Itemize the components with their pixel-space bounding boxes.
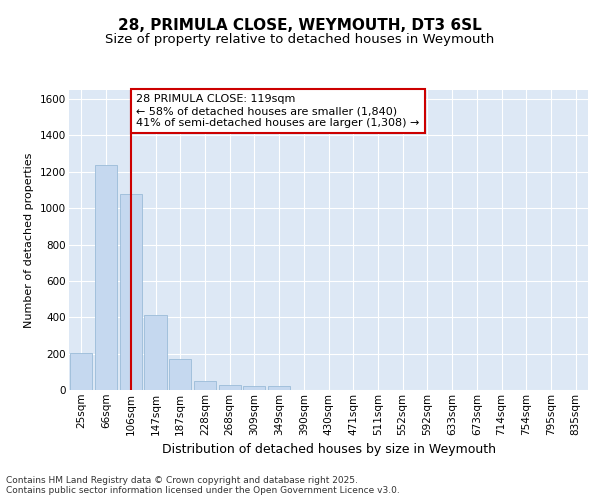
X-axis label: Distribution of detached houses by size in Weymouth: Distribution of detached houses by size …: [161, 443, 496, 456]
Y-axis label: Number of detached properties: Number of detached properties: [25, 152, 34, 328]
Bar: [243, 386, 265, 390]
Bar: [169, 359, 191, 390]
Bar: [119, 194, 142, 390]
Bar: [145, 314, 167, 390]
Bar: [95, 166, 117, 390]
Bar: [218, 386, 241, 390]
Bar: [194, 381, 216, 390]
Text: Contains HM Land Registry data © Crown copyright and database right 2025.
Contai: Contains HM Land Registry data © Crown c…: [6, 476, 400, 495]
Text: Size of property relative to detached houses in Weymouth: Size of property relative to detached ho…: [106, 32, 494, 46]
Text: 28, PRIMULA CLOSE, WEYMOUTH, DT3 6SL: 28, PRIMULA CLOSE, WEYMOUTH, DT3 6SL: [118, 18, 482, 32]
Bar: [70, 352, 92, 390]
Text: 28 PRIMULA CLOSE: 119sqm
← 58% of detached houses are smaller (1,840)
41% of sem: 28 PRIMULA CLOSE: 119sqm ← 58% of detach…: [136, 94, 420, 128]
Bar: [268, 386, 290, 390]
